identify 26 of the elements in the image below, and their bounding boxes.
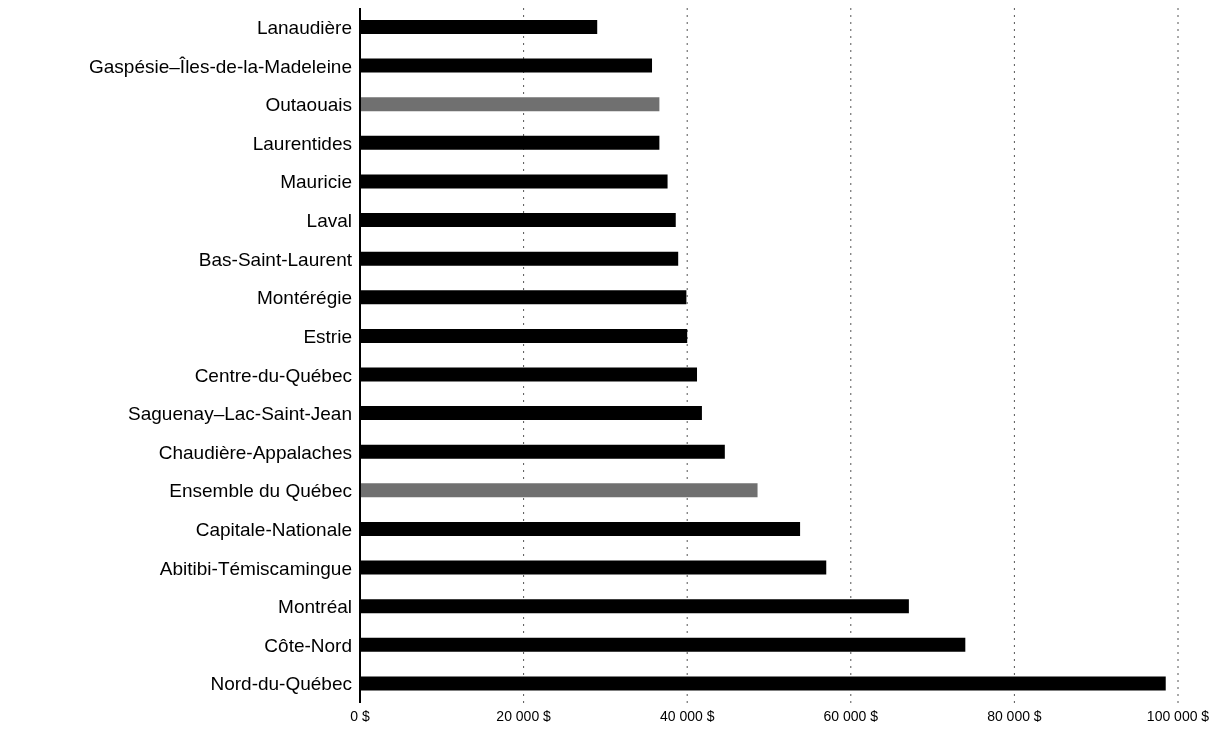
y-tick-label: Outaouais: [265, 94, 352, 116]
y-tick-label: Nord-du-Québec: [210, 673, 352, 695]
x-tick-label: 60 000 $: [823, 707, 879, 724]
x-tick-label: 100 000 $: [1146, 707, 1210, 724]
y-tick-label: Estrie: [303, 325, 352, 347]
y-tick-label: Saguenay–Lac-Saint-Jean: [128, 403, 352, 425]
x-tick-label: 20 000 $: [496, 707, 552, 724]
y-tick-label: Bas-Saint-Laurent: [198, 248, 353, 270]
bar: [360, 483, 758, 498]
y-tick-label: Mauricie: [280, 171, 352, 193]
bar: [360, 97, 660, 112]
x-tick-label: 80 000 $: [987, 707, 1042, 724]
y-tick-label: Lanaudière: [256, 17, 352, 39]
y-tick-label: Montréal: [278, 596, 352, 618]
y-tick-label: Abitibi-Témiscamingue: [159, 557, 352, 579]
x-tick-label: 0 $: [350, 707, 370, 724]
y-tick-label: Gaspésie–Îles-de-la-Madeleine: [89, 55, 352, 77]
y-tick-label: Laurentides: [252, 132, 352, 154]
x-tick-label: 40 000 $: [659, 707, 715, 724]
y-tick-label: Capitale-Nationale: [195, 518, 352, 540]
y-tick-label: Ensemble du Québec: [169, 480, 352, 502]
y-tick-label: Chaudière-Appalaches: [158, 441, 352, 463]
y-tick-label: Centre-du-Québec: [194, 364, 352, 386]
y-tick-label: Montérégie: [256, 287, 352, 309]
y-tick-label: Côte-Nord: [264, 634, 352, 656]
y-tick-label: Laval: [306, 210, 352, 232]
